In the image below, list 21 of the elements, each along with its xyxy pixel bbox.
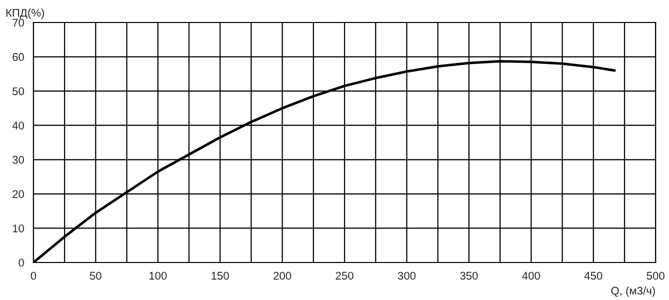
y-tick-label: 40 [12,122,24,130]
x-axis-title: Q, (м3/ч) [611,286,655,297]
x-tick-label: 350 [460,272,478,280]
x-tick-label: 150 [212,272,229,280]
x-tick-label: 0 [30,272,36,280]
y-tick-label: 50 [12,87,24,96]
y-tick-label: 0 [18,258,24,267]
y-tick-label: 10 [12,224,24,232]
y-tick-label: 60 [12,53,24,61]
x-tick-label: 500 [646,272,664,280]
x-tick-label: 50 [90,272,102,280]
x-tick-label: 250 [336,272,354,280]
x-tick-label: 400 [522,272,540,280]
x-tick-label: 200 [274,272,292,280]
x-tick-label: 100 [149,272,167,280]
y-tick-label: 20 [12,190,24,198]
x-tick-label: 450 [584,272,602,280]
x-tick-label: 300 [398,272,416,280]
y-tick-label: 70 [12,18,24,27]
y-tick-label: 30 [12,156,24,164]
y-axis-title: КПД(%) [6,8,44,19]
